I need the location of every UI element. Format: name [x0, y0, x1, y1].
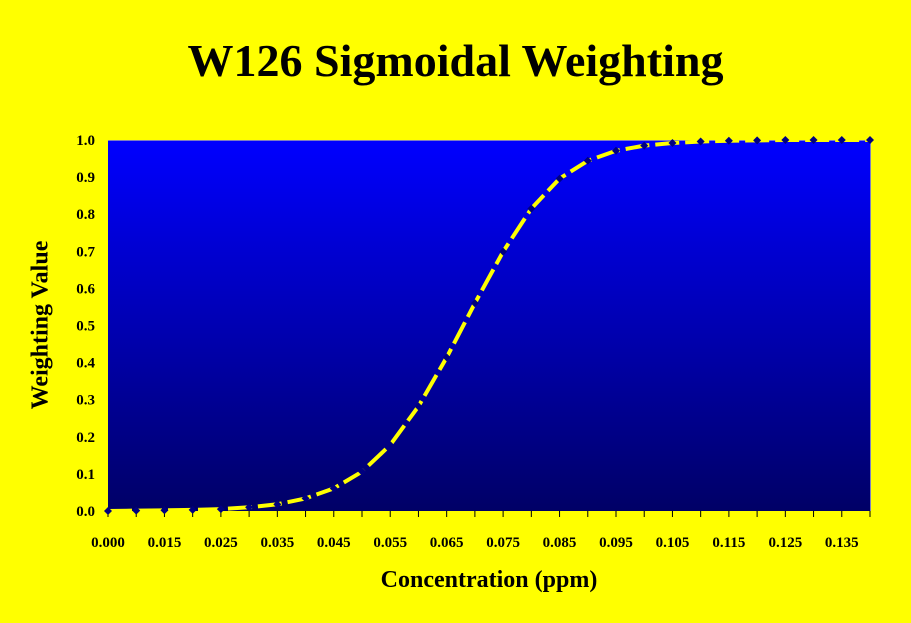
- diamond-marker-icon: [442, 353, 451, 362]
- x-tick-label: 0.085: [543, 535, 577, 551]
- diamond-marker-icon: [132, 506, 141, 515]
- diamond-marker-icon: [866, 136, 874, 144]
- chart-title: W126 Sigmoidal Weighting: [187, 35, 724, 86]
- diamond-marker-icon: [555, 174, 564, 183]
- diamond-marker-icon: [386, 440, 395, 449]
- x-axis-label: Concentration (ppm): [380, 567, 598, 593]
- diamond-marker-icon: [301, 494, 310, 503]
- x-tick-label: 0.135: [825, 535, 859, 551]
- diamond-marker-icon: [781, 136, 790, 144]
- y-tick-label: 0.8: [76, 207, 95, 223]
- y-tick-label: 0.6: [76, 281, 95, 297]
- diamond-marker-icon: [696, 137, 705, 146]
- y-tick-label: 1.0: [76, 133, 95, 149]
- diamond-marker-icon: [527, 204, 536, 213]
- y-tick-label: 0.2: [76, 430, 95, 446]
- diamond-marker-icon: [329, 484, 338, 493]
- diamond-marker-icon: [640, 141, 649, 150]
- x-tick-label: 0.095: [599, 535, 633, 551]
- diamond-marker-icon: [216, 505, 225, 514]
- diamond-marker-icon: [245, 503, 254, 512]
- diamond-marker-icon: [612, 146, 620, 155]
- y-axis-ticks: 0.0 0.1 0.2 0.3 0.4 0.5 0.6 0.7 0.8 0.9 1.0: [76, 133, 95, 520]
- diamond-marker-icon: [104, 507, 112, 515]
- y-tick-label: 0.0: [76, 504, 95, 520]
- x-tick-label: 0.000: [91, 535, 125, 551]
- y-tick-label: 0.9: [76, 170, 95, 186]
- x-tick-label: 0.025: [204, 535, 238, 551]
- x-tick-label: 0.055: [373, 535, 407, 551]
- diamond-marker-icon: [414, 402, 423, 411]
- data-markers: [104, 136, 874, 515]
- x-tick-label: 0.075: [486, 535, 520, 551]
- diamond-marker-icon: [809, 136, 818, 144]
- diamond-marker-icon: [273, 500, 282, 509]
- data-line: [107, 138, 870, 513]
- x-tick-label: 0.105: [656, 535, 690, 551]
- diamond-marker-icon: [499, 247, 508, 256]
- x-tick-label: 0.125: [768, 535, 802, 551]
- y-tick-label: 0.7: [76, 244, 95, 260]
- x-tick-label: 0.065: [430, 535, 464, 551]
- y-tick-label: 0.3: [76, 393, 95, 409]
- diamond-marker-icon: [160, 506, 169, 515]
- diamond-marker-icon: [583, 156, 592, 165]
- x-tick-label: 0.045: [317, 535, 351, 551]
- diamond-marker-icon: [358, 467, 366, 476]
- x-tick-label: 0.035: [260, 535, 294, 551]
- plot-area: [108, 140, 870, 511]
- diamond-marker-icon: [470, 299, 479, 308]
- diamond-marker-icon: [724, 136, 733, 145]
- x-tick-label: 0.015: [148, 535, 182, 551]
- diamond-marker-icon: [837, 136, 846, 144]
- diamond-marker-icon: [188, 505, 197, 514]
- y-tick-label: 0.5: [76, 319, 95, 335]
- y-tick-label: 0.4: [76, 356, 95, 372]
- diamond-marker-icon: [668, 138, 677, 147]
- y-tick-label: 0.1: [76, 467, 95, 483]
- x-tick-label: 0.115: [712, 535, 745, 551]
- diamond-marker-icon: [753, 136, 762, 145]
- x-axis-ticks: 0.000 0.015 0.025 0.035 0.045 0.055 0.065 0.075…: [91, 511, 871, 551]
